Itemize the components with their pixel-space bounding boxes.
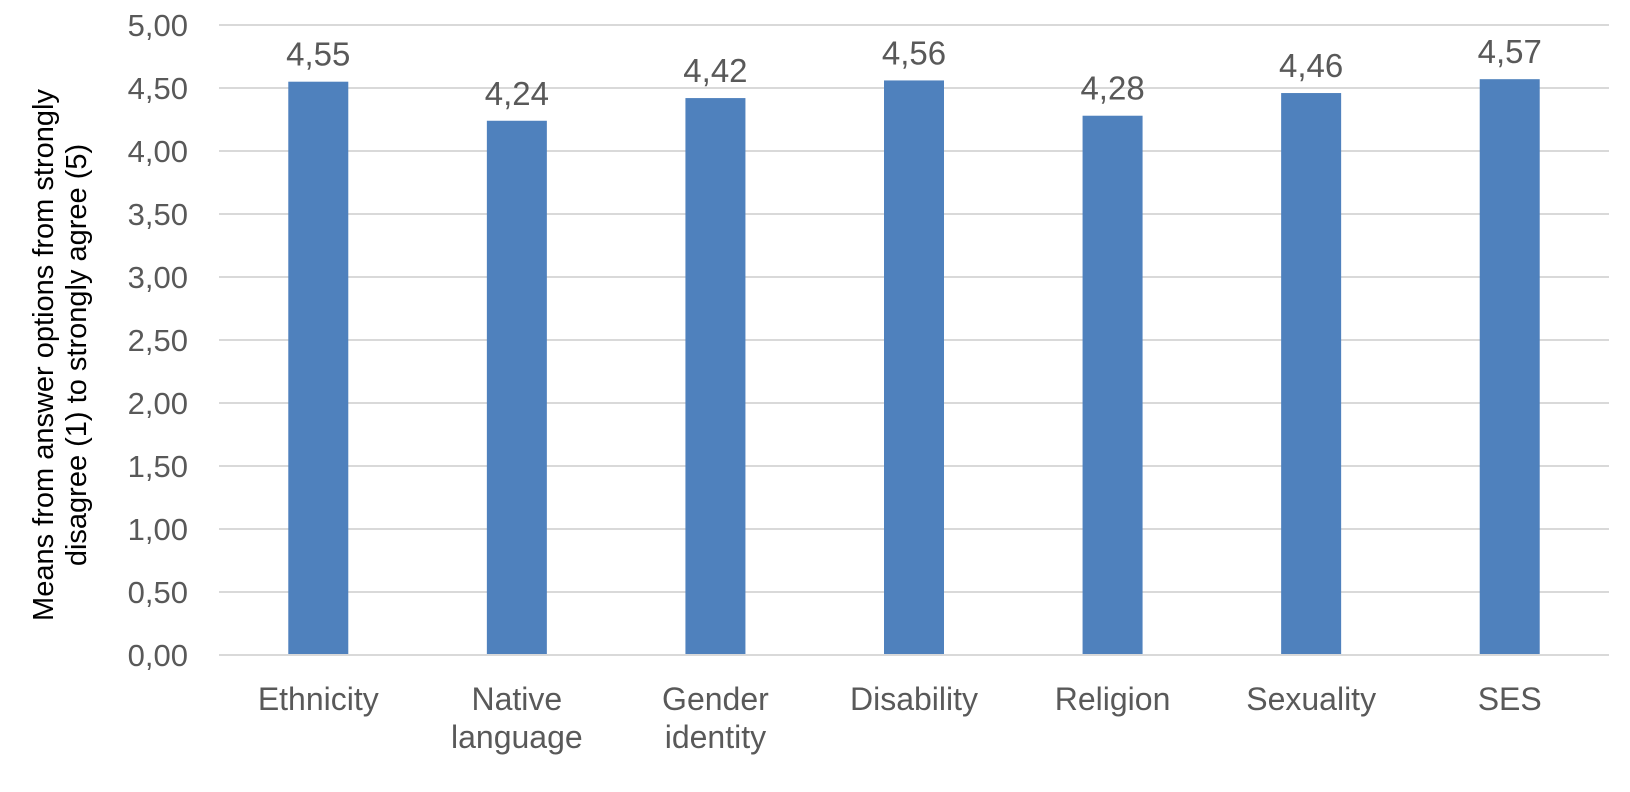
data-label: 4,46 <box>1279 47 1343 84</box>
data-labels: 4,55 4,24 4,42 4,56 4,28 4,46 4,57 <box>286 33 1542 112</box>
x-category-label: Sexuality <box>1246 681 1376 717</box>
y-tick-label: 2,00 <box>128 386 188 421</box>
data-label: 4,42 <box>683 52 747 89</box>
x-category-label: Disability <box>850 681 978 717</box>
y-tick-label: 5,00 <box>128 8 188 43</box>
y-axis-ticks: 0,00 0,50 1,00 1,50 2,00 2,50 3,00 3,50 4,00 4,50… <box>128 8 188 673</box>
x-category-label: Native language <box>451 681 583 755</box>
y-tick-label: 3,50 <box>128 197 188 232</box>
y-tick-label: 1,50 <box>128 449 188 484</box>
data-label: 4,55 <box>286 36 350 73</box>
x-category-label-line: Native <box>472 681 563 717</box>
x-category-label-line: Religion <box>1055 681 1171 717</box>
data-label: 4,24 <box>485 75 549 112</box>
bar <box>288 81 349 655</box>
y-tick-label: 4,50 <box>128 71 188 106</box>
bar <box>884 80 944 655</box>
x-category-label-line: language <box>451 719 583 755</box>
y-tick-label: 3,00 <box>128 260 188 295</box>
y-tick-label: 0,00 <box>128 638 188 673</box>
data-label: 4,57 <box>1478 33 1542 70</box>
bars <box>288 79 1540 656</box>
bar <box>486 120 547 655</box>
x-category-label-line: SES <box>1478 681 1542 717</box>
bar <box>685 98 746 655</box>
x-category-label-line: Sexuality <box>1246 681 1376 717</box>
y-tick-label: 4,00 <box>128 134 188 169</box>
y-axis-title: Means from answer options from stronglyd… <box>28 89 93 621</box>
x-category-label: SES <box>1478 681 1542 717</box>
bar <box>1479 79 1540 656</box>
bar <box>1082 115 1143 656</box>
x-category-label-line: Ethnicity <box>258 681 379 717</box>
x-category-label: Religion <box>1055 681 1171 717</box>
x-category-label-line: identity <box>665 719 766 755</box>
y-tick-label: 0,50 <box>128 575 188 610</box>
y-axis-title-line: disagree (1) to strongly agree (5) <box>61 144 93 566</box>
x-category-label-line: Disability <box>850 681 978 717</box>
data-label: 4,28 <box>1080 70 1144 107</box>
y-axis-title-line: Means from answer options from strongly <box>28 89 60 621</box>
x-category-label-line: Gender <box>662 681 769 717</box>
x-axis-categories: Ethnicity Native language Gender identity Dis… <box>258 681 1542 755</box>
bar <box>1281 93 1342 656</box>
x-category-label: Ethnicity <box>258 681 379 717</box>
data-label: 4,56 <box>882 34 946 71</box>
y-tick-label: 2,50 <box>128 323 188 358</box>
y-tick-label: 1,00 <box>128 512 188 547</box>
x-category-label: Gender identity <box>662 681 769 755</box>
